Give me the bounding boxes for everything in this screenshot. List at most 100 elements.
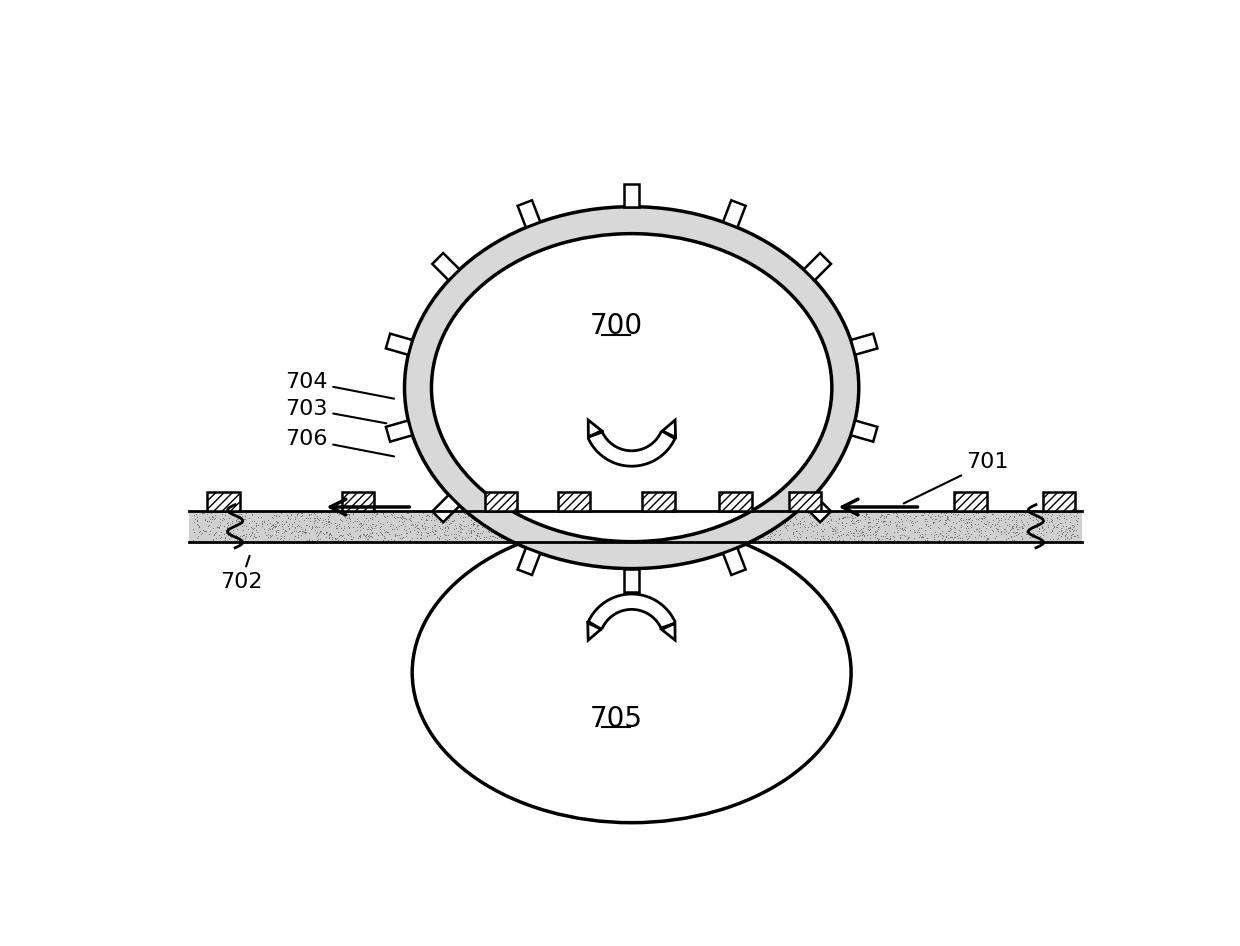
- Point: [184, 524, 203, 539]
- Point: [1012, 519, 1032, 534]
- Point: [508, 517, 528, 532]
- Point: [361, 522, 381, 537]
- Point: [398, 525, 418, 540]
- Point: [877, 531, 897, 546]
- Point: [825, 519, 844, 534]
- Point: [513, 525, 533, 540]
- Point: [404, 523, 424, 538]
- Point: [459, 507, 479, 522]
- Point: [935, 513, 955, 528]
- Point: [341, 532, 361, 547]
- Point: [284, 515, 304, 530]
- Point: [760, 507, 780, 522]
- Point: [854, 528, 874, 543]
- Point: [610, 509, 630, 524]
- Point: [713, 506, 733, 521]
- Point: [511, 532, 531, 547]
- Point: [780, 513, 800, 528]
- Point: [724, 506, 744, 521]
- Point: [279, 512, 299, 527]
- Point: [288, 505, 308, 520]
- Point: [186, 507, 206, 522]
- Point: [775, 516, 795, 531]
- Point: [723, 508, 743, 523]
- Point: [418, 513, 438, 528]
- Point: [482, 520, 502, 535]
- Point: [1033, 522, 1053, 537]
- Point: [682, 526, 702, 541]
- Point: [392, 512, 412, 527]
- Point: [373, 528, 393, 543]
- Point: [306, 508, 326, 523]
- Point: [420, 524, 440, 539]
- Point: [605, 516, 625, 531]
- Point: [202, 511, 222, 526]
- Point: [826, 525, 846, 540]
- Point: [649, 507, 668, 522]
- Point: [709, 514, 729, 529]
- Point: [670, 519, 689, 534]
- Point: [918, 518, 937, 534]
- Point: [833, 533, 853, 548]
- Point: [686, 529, 706, 544]
- Point: [268, 514, 288, 529]
- Point: [971, 522, 991, 537]
- Point: [856, 526, 875, 541]
- Point: [833, 520, 853, 535]
- Point: [652, 511, 672, 526]
- Point: [691, 511, 711, 526]
- Point: [353, 513, 373, 528]
- Point: [215, 533, 234, 548]
- Point: [562, 515, 582, 530]
- Point: [320, 510, 340, 525]
- Point: [525, 507, 544, 522]
- Point: [709, 505, 729, 520]
- Point: [756, 511, 776, 526]
- Point: [959, 515, 978, 530]
- Point: [439, 517, 459, 532]
- Point: [443, 514, 463, 529]
- Point: [1029, 523, 1049, 538]
- Point: [888, 510, 908, 525]
- Point: [459, 522, 479, 537]
- Point: [742, 520, 761, 535]
- Point: [267, 515, 286, 530]
- Point: [288, 530, 308, 545]
- Point: [680, 505, 699, 520]
- Point: [1025, 506, 1045, 521]
- Point: [768, 517, 787, 533]
- Point: [260, 530, 280, 545]
- Point: [444, 521, 464, 536]
- Point: [460, 520, 480, 535]
- Point: [430, 528, 450, 543]
- Point: [951, 511, 971, 526]
- Point: [410, 524, 430, 539]
- Point: [559, 526, 579, 541]
- Point: [812, 529, 832, 544]
- Point: [842, 516, 862, 531]
- Point: [1017, 514, 1037, 529]
- Point: [591, 526, 611, 541]
- Point: [330, 518, 350, 534]
- Point: [513, 526, 533, 541]
- Point: [305, 511, 325, 526]
- Point: [846, 507, 866, 522]
- Point: [517, 514, 537, 529]
- Point: [412, 530, 432, 545]
- Point: [836, 527, 856, 542]
- Point: [304, 514, 324, 529]
- Point: [326, 518, 346, 534]
- Point: [709, 518, 729, 534]
- Point: [743, 510, 763, 525]
- Point: [991, 523, 1011, 538]
- Point: [247, 522, 267, 537]
- Point: [880, 532, 900, 547]
- Point: [221, 524, 241, 539]
- Point: [563, 507, 583, 522]
- Point: [215, 531, 234, 546]
- Point: [732, 528, 751, 543]
- Point: [1039, 532, 1059, 547]
- Point: [828, 527, 848, 542]
- Polygon shape: [433, 495, 460, 522]
- Point: [961, 511, 981, 526]
